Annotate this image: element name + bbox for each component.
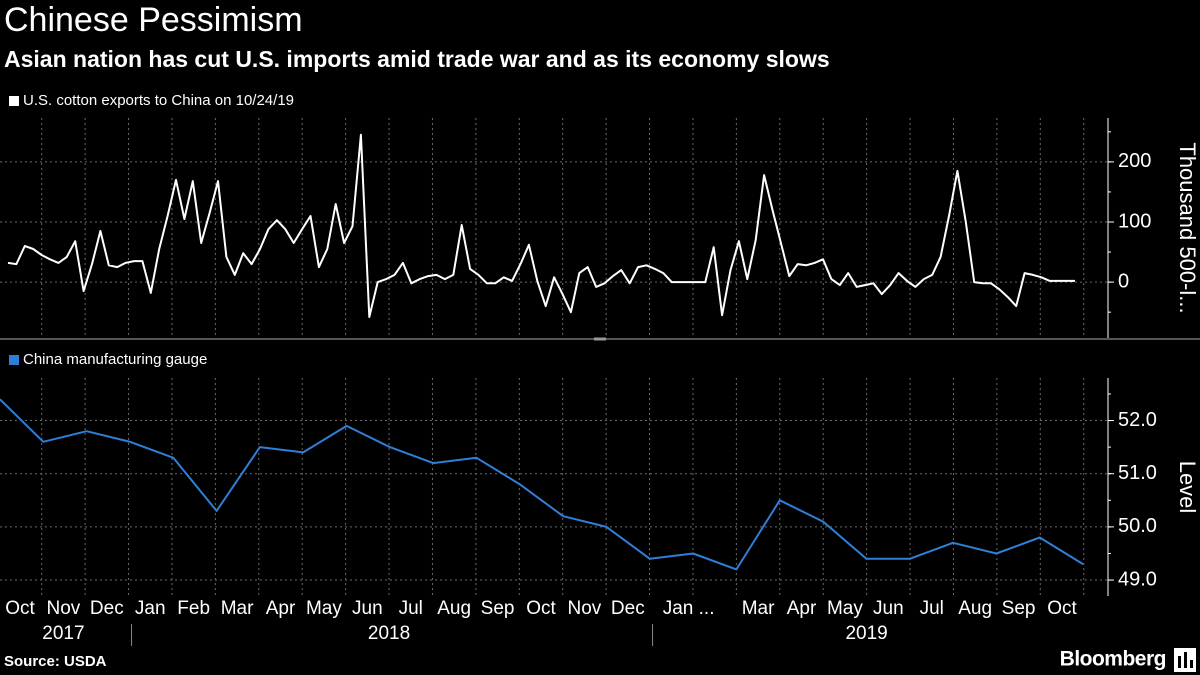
y-tick-label: 0 [1118, 270, 1129, 292]
x-tick-label: Oct [5, 598, 35, 619]
brand: Bloomberg [1060, 648, 1166, 671]
legend-label: China manufacturing gauge [23, 351, 207, 368]
source: Source: USDA [4, 653, 107, 670]
legend-swatch [9, 355, 19, 365]
x-year-label: 2017 [42, 623, 84, 644]
x-tick-label: Nov [568, 598, 602, 619]
x-tick-label: May [306, 598, 342, 619]
y-tick-label: 51.0 [1118, 462, 1157, 484]
x-tick-label: Apr [266, 598, 296, 619]
x-tick-label: Nov [47, 598, 81, 619]
y-tick-label: 50.0 [1118, 515, 1157, 537]
x-tick-label: Jan [135, 598, 166, 619]
x-tick-label: Jun [352, 598, 383, 619]
y-axis-label: Level [1175, 461, 1200, 514]
x-tick-label: Jan ... [663, 598, 715, 619]
x-tick-label: Jul [920, 598, 944, 619]
y-tick-label: 49.0 [1118, 568, 1157, 590]
x-tick-label: Jun [873, 598, 904, 619]
legend-swatch [9, 96, 19, 106]
series-line [0, 398, 1084, 571]
y-axis-label: Thousand 500-l... [1175, 142, 1200, 313]
brand-icon-bar [1190, 660, 1193, 668]
chart-subtitle: Asian nation has cut U.S. imports amid t… [4, 46, 830, 72]
x-tick-label: Oct [526, 598, 556, 619]
brand-icon-bar [1184, 652, 1187, 668]
x-tick-label: Sep [1002, 598, 1036, 619]
x-tick-label: Mar [221, 598, 254, 619]
x-tick-label: May [827, 598, 863, 619]
x-tick-label: Dec [90, 598, 124, 619]
y-tick-label: 200 [1118, 150, 1151, 172]
series-line [7, 133, 1075, 318]
x-tick-label: Jul [399, 598, 423, 619]
y-tick-label: 100 [1118, 210, 1151, 232]
x-tick-label: Aug [958, 598, 992, 619]
chart-title: Chinese Pessimism [4, 1, 303, 39]
x-tick-label: Dec [611, 598, 645, 619]
x-tick-label: Apr [787, 598, 817, 619]
legend-label: U.S. cotton exports to China on 10/24/19 [23, 92, 294, 109]
x-tick-label: Aug [437, 598, 471, 619]
x-tick-label: Oct [1047, 598, 1077, 619]
x-tick-label: Mar [742, 598, 775, 619]
brand-icon-bar [1178, 656, 1181, 668]
x-tick-label: Sep [481, 598, 515, 619]
x-year-label: 2019 [845, 623, 887, 644]
y-tick-label: 52.0 [1118, 409, 1157, 431]
x-year-label: 2018 [368, 623, 410, 644]
x-tick-label: Feb [177, 598, 210, 619]
